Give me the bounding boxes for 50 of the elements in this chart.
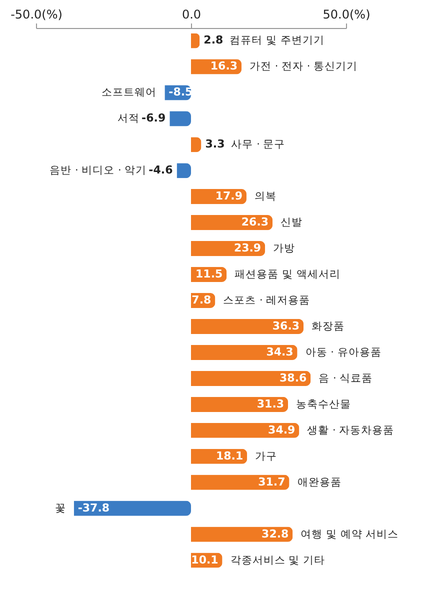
data-label: 11.5 [196,268,223,281]
y-tick-label: 가방 [273,242,296,255]
y-tick-label: 의복 [254,190,276,203]
y-tick-label: 소프트웨어 [102,86,157,99]
data-label: 36.3 [272,319,300,332]
y-tick-label: 패션용품 및 액세서리 [234,268,340,281]
data-label: -37.8 [78,501,110,514]
y-tick-label: 아동 · 유아용품 [305,346,382,358]
y-tick-label: 가전 · 전자 · 통신기기 [250,60,358,73]
y-tick-label: 사무 · 문구 [231,138,286,151]
data-label: 38.6 [280,371,308,384]
x-tick-label: 0.0 [182,8,202,22]
data-label: 31.7 [258,475,286,488]
y-tick-label: 스포츠 · 레저용품 [223,294,310,306]
y-tick-label: 생활 · 자동차용품 [307,424,394,436]
bar [191,370,311,386]
x-tick-label: 50.0(%) [322,8,370,22]
bar [191,396,288,412]
y-tick-label: 애완용품 [297,476,342,488]
y-tick-label: 서적 [118,112,140,125]
data-label: -6.9 [142,112,166,125]
data-label: 3.3 [205,138,225,151]
y-tick-label: 컴퓨터 및 주변기기 [230,34,324,47]
data-label: 10.1 [191,553,218,566]
y-tick-label: 화장품 [312,320,345,332]
data-label: 7.8 [192,294,212,306]
data-label: 17.9 [215,190,242,203]
data-label: 16.3 [210,60,238,73]
data-label: 34.3 [266,345,294,358]
bar [191,318,304,334]
data-label: 23.9 [234,242,262,255]
y-tick-label: 여행 및 예약 서비스 [300,528,399,540]
y-tick-label: 음 · 식료품 [318,372,373,384]
y-tick-label: 가구 [255,450,278,462]
data-label: 32.8 [262,527,289,540]
data-label: 18.1 [216,449,244,462]
y-tick-label: 꽃 [54,502,66,514]
data-label: -8.5 [168,86,193,99]
y-tick-label: 신발 [280,216,303,229]
x-tick-label: -50.0(%) [10,8,62,22]
data-label: 2.8 [204,34,224,47]
data-label: -4.6 [148,164,174,177]
data-label: 26.3 [241,216,269,229]
data-label: 31.3 [256,397,284,410]
y-tick-label: 각종서비스 및 기타 [230,554,325,566]
data-label: 34.9 [268,423,296,436]
bar [170,111,191,126]
y-tick-label: 농축수산물 [296,398,352,410]
y-tick-label: 음반 · 비디오 · 악기 [50,164,147,177]
bar [191,344,298,360]
